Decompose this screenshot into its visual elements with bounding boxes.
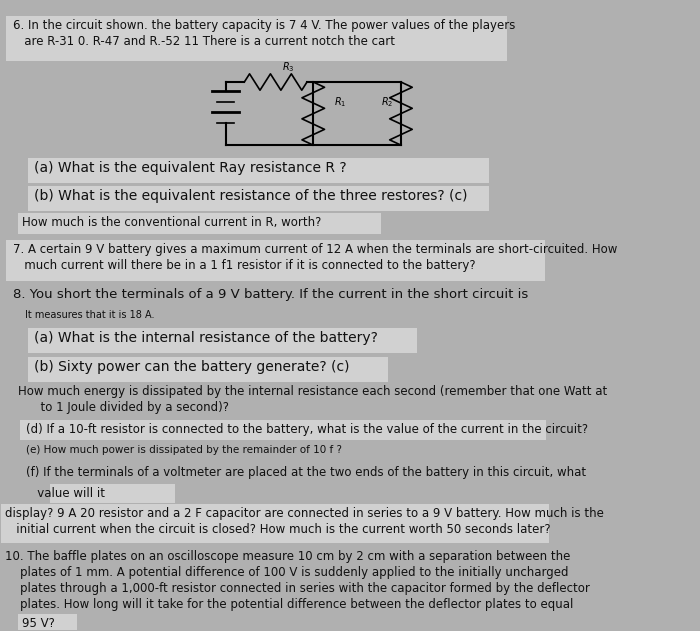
Bar xyxy=(20,420,546,440)
Text: $R_2$: $R_2$ xyxy=(381,95,393,109)
Bar xyxy=(28,186,489,211)
Text: $R_3$: $R_3$ xyxy=(282,61,295,74)
Bar xyxy=(18,614,77,630)
Text: $R_1$: $R_1$ xyxy=(334,95,346,109)
Bar xyxy=(50,484,176,503)
Bar xyxy=(6,16,508,61)
Text: It measures that it is 18 A.: It measures that it is 18 A. xyxy=(25,310,155,321)
Bar xyxy=(18,213,381,234)
Text: 7. A certain 9 V battery gives a maximum current of 12 A when the terminals are : 7. A certain 9 V battery gives a maximum… xyxy=(13,243,617,272)
Text: 95 V?: 95 V? xyxy=(22,617,55,630)
Text: (d) If a 10-ft resistor is connected to the battery, what is the value of the cu: (d) If a 10-ft resistor is connected to … xyxy=(27,423,589,436)
Bar xyxy=(1,504,549,543)
Text: 6. In the circuit shown. the battery capacity is 7 4 V. The power values of the : 6. In the circuit shown. the battery cap… xyxy=(13,19,515,48)
Text: value will it: value will it xyxy=(27,487,105,500)
Text: (e) How much power is dissipated by the remainder of 10 f ?: (e) How much power is dissipated by the … xyxy=(27,445,342,456)
Text: (b) Sixty power can the battery generate? (c): (b) Sixty power can the battery generate… xyxy=(34,360,350,374)
Text: 8. You short the terminals of a 9 V battery. If the current in the short circuit: 8. You short the terminals of a 9 V batt… xyxy=(13,288,528,302)
Text: How much energy is dissipated by the internal resistance each second (remember t: How much energy is dissipated by the int… xyxy=(18,385,607,414)
Text: (b) What is the equivalent resistance of the three restores? (c): (b) What is the equivalent resistance of… xyxy=(34,189,468,203)
Bar xyxy=(6,240,545,281)
Text: 10. The baffle plates on an oscilloscope measure 10 cm by 2 cm with a separation: 10. The baffle plates on an oscilloscope… xyxy=(5,550,590,611)
Bar xyxy=(28,357,388,382)
Text: How much is the conventional current in R, worth?: How much is the conventional current in … xyxy=(22,216,321,230)
Bar xyxy=(28,158,489,183)
Text: (f) If the terminals of a voltmeter are placed at the two ends of the battery in: (f) If the terminals of a voltmeter are … xyxy=(27,466,587,479)
Text: (a) What is the equivalent Ray resistance R ?: (a) What is the equivalent Ray resistanc… xyxy=(34,161,347,175)
Text: display? 9 A 20 resistor and a 2 F capacitor are connected in series to a 9 V ba: display? 9 A 20 resistor and a 2 F capac… xyxy=(5,507,604,536)
Text: (a) What is the internal resistance of the battery?: (a) What is the internal resistance of t… xyxy=(34,331,378,345)
Bar xyxy=(28,328,416,353)
